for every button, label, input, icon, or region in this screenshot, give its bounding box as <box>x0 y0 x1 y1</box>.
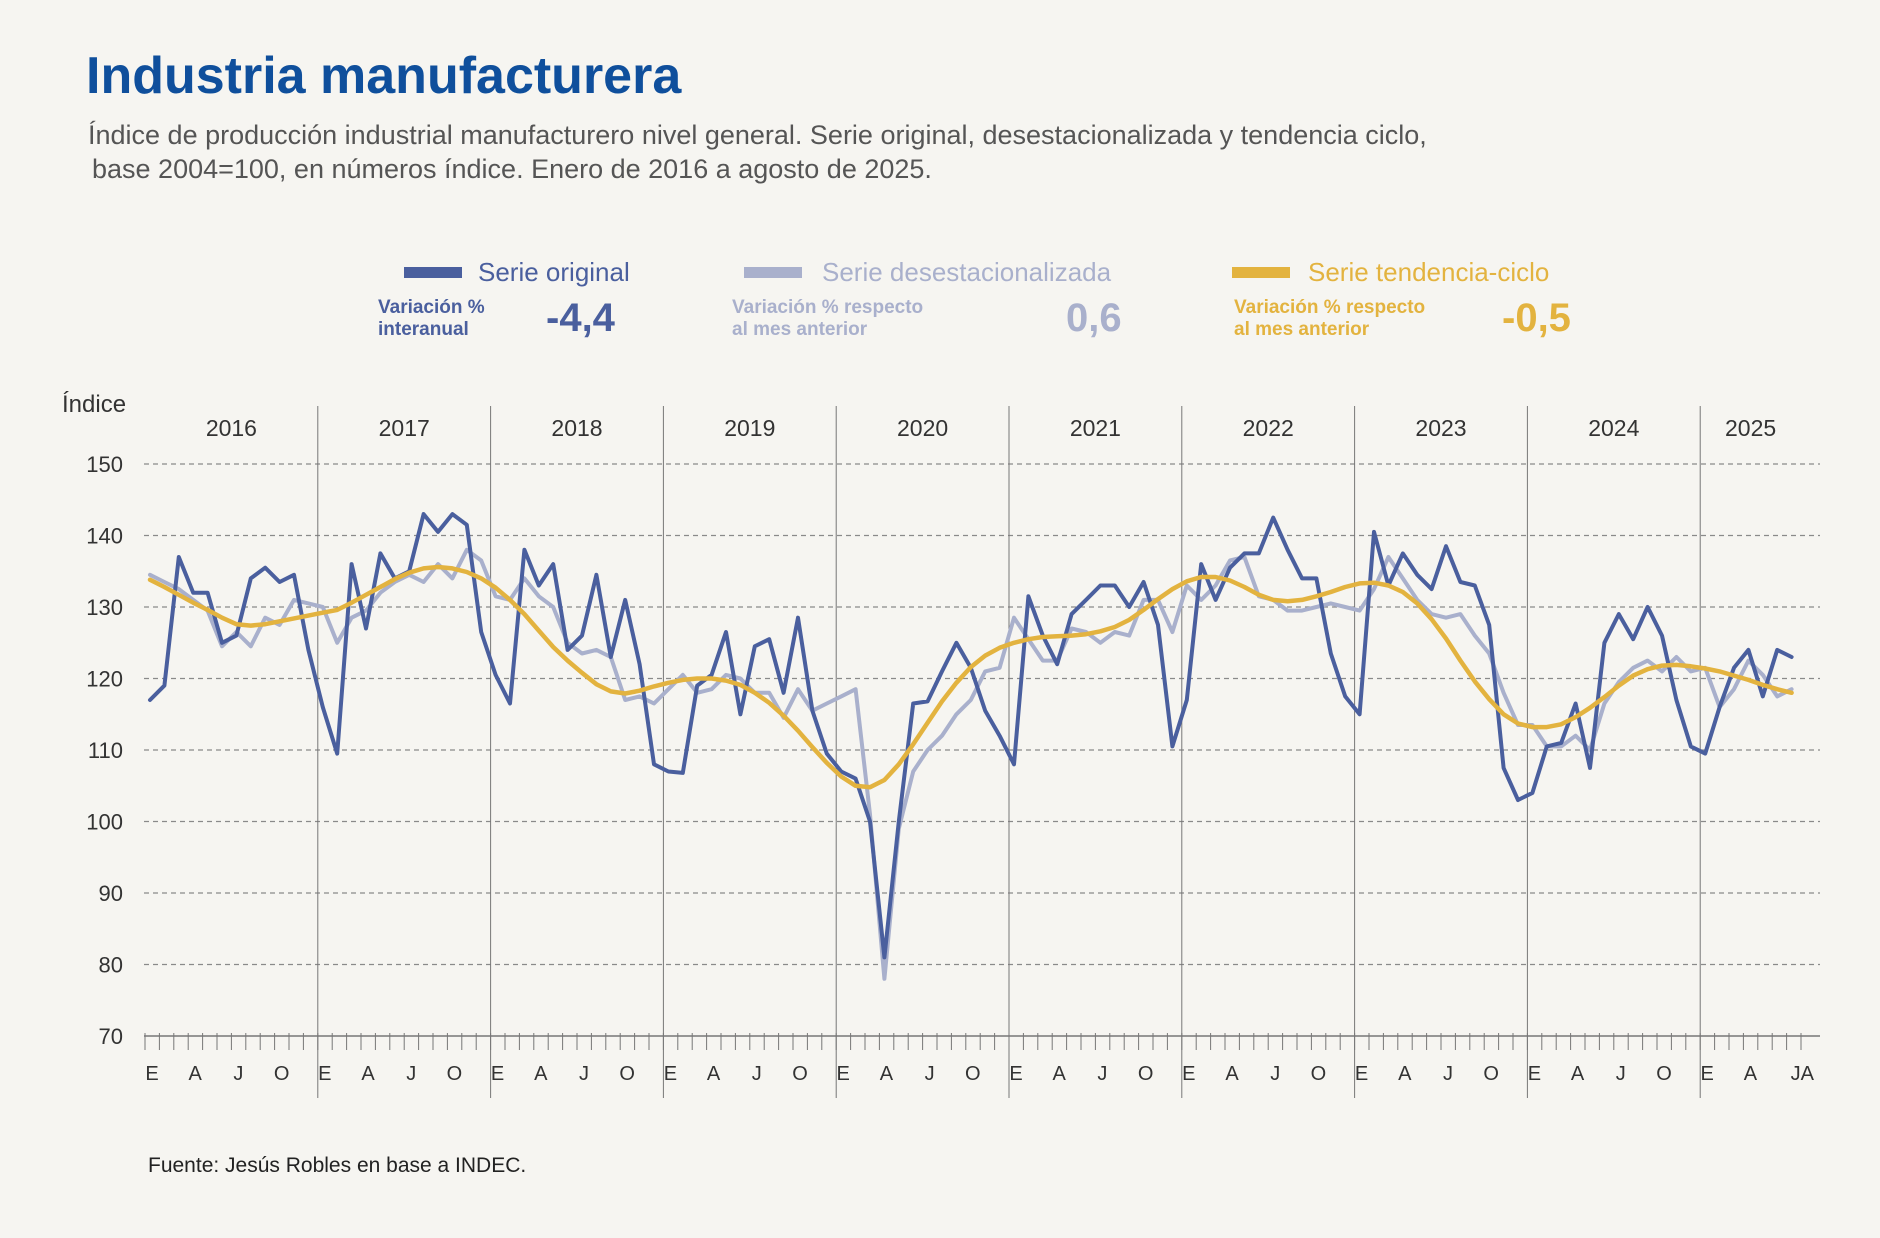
x-tick-label: J <box>1616 1063 1626 1085</box>
year-label: 2016 <box>206 415 257 441</box>
y-tick-label: 70 <box>99 1024 123 1049</box>
x-tick-label: O <box>274 1063 290 1085</box>
legend-label-original: Serie original <box>478 257 630 287</box>
x-tick-label: A <box>1571 1063 1585 1085</box>
year-label: 2021 <box>1070 415 1121 441</box>
x-tick-label: O <box>1138 1063 1154 1085</box>
x-tick-label: O <box>619 1063 635 1085</box>
x-tick-label: J <box>1270 1063 1280 1085</box>
x-tick-label: J <box>925 1063 935 1085</box>
variation-label-tendencia: Variación % respecto al mes anterior <box>1234 297 1426 340</box>
x-tick-label: JA <box>1791 1063 1815 1085</box>
year-label: 2024 <box>1588 415 1639 441</box>
x-tick-label: A <box>707 1063 721 1085</box>
legend-label-desest: Serie desestacionalizada <box>822 257 1112 287</box>
variation-label-original: Variación % interanual <box>378 297 485 340</box>
x-tick-label: O <box>447 1063 463 1085</box>
x-tick-label: A <box>361 1063 375 1085</box>
y-tick-label: 130 <box>86 595 123 620</box>
x-tick-label: A <box>1053 1063 1067 1085</box>
x-tick-label: J <box>1443 1063 1453 1085</box>
x-tick-label: O <box>1483 1063 1499 1085</box>
x-tick-label: J <box>233 1063 243 1085</box>
chart-subtitle: Índice de producción industrial manufact… <box>88 118 1648 186</box>
x-tick-label: J <box>1097 1063 1107 1085</box>
source-note: Fuente: Jesús Robles en base a INDEC. <box>148 1154 527 1177</box>
y-tick-label: 80 <box>99 953 123 978</box>
year-label: 2018 <box>551 415 602 441</box>
variation-value-original: -4,4 <box>546 296 615 340</box>
x-tick-label: E <box>664 1063 677 1085</box>
x-tick-label: E <box>1009 1063 1022 1085</box>
x-tick-label: E <box>1528 1063 1541 1085</box>
x-tick-label: J <box>752 1063 762 1085</box>
x-tick-label: J <box>579 1063 589 1085</box>
x-tick-label: E <box>1701 1063 1714 1085</box>
variation-value-desest: 0,6 <box>1066 296 1122 340</box>
x-tick-label: A <box>1744 1063 1758 1085</box>
year-label: 2017 <box>379 415 430 441</box>
x-tick-label: A <box>1225 1063 1239 1085</box>
series-line-tendencia <box>147 564 1794 790</box>
x-tick-label: O <box>965 1063 981 1085</box>
x-tick-label: O <box>1311 1063 1327 1085</box>
x-tick-label: O <box>1656 1063 1672 1085</box>
series-line-desest <box>148 547 1794 981</box>
y-tick-label: 150 <box>86 452 123 477</box>
x-tick-label: E <box>145 1063 158 1085</box>
y-tick-label: 90 <box>99 881 123 906</box>
x-tick-label: E <box>318 1063 331 1085</box>
x-tick-label: O <box>792 1063 808 1085</box>
variation-value-tendencia: -0,5 <box>1502 296 1571 340</box>
x-tick-label: E <box>837 1063 850 1085</box>
y-tick-label: 140 <box>86 524 123 549</box>
year-label: 2020 <box>897 415 948 441</box>
year-label: 2023 <box>1415 415 1466 441</box>
year-label: 2022 <box>1243 415 1294 441</box>
subtitle-line-2: base 2004=100, en números índice. Enero … <box>92 154 932 184</box>
y-tick-label: 120 <box>86 667 123 692</box>
x-tick-label: A <box>1398 1063 1412 1085</box>
x-tick-label: J <box>406 1063 416 1085</box>
x-tick-label: E <box>1182 1063 1195 1085</box>
x-tick-label: A <box>189 1063 203 1085</box>
year-label: 2019 <box>724 415 775 441</box>
subtitle-line-1: Índice de producción industrial manufact… <box>88 120 1427 150</box>
legend-swatch-original <box>404 267 462 278</box>
variation-label-desest: Variación % respecto al mes anterior <box>732 297 924 340</box>
y-tick-label: 100 <box>86 810 123 835</box>
y-axis-label: Índice <box>62 391 126 418</box>
x-tick-label: A <box>534 1063 548 1085</box>
x-tick-label: E <box>1355 1063 1368 1085</box>
y-tick-label: 110 <box>88 738 123 763</box>
year-label: 2025 <box>1725 415 1776 441</box>
x-tick-label: E <box>491 1063 504 1085</box>
legend-swatch-desest <box>744 267 802 278</box>
x-tick-label: A <box>880 1063 894 1085</box>
chart-title: Industria manufacturera <box>86 47 682 105</box>
legend-label-tendencia: Serie tendencia-ciclo <box>1308 257 1550 287</box>
legend-swatch-tendencia <box>1232 267 1290 278</box>
